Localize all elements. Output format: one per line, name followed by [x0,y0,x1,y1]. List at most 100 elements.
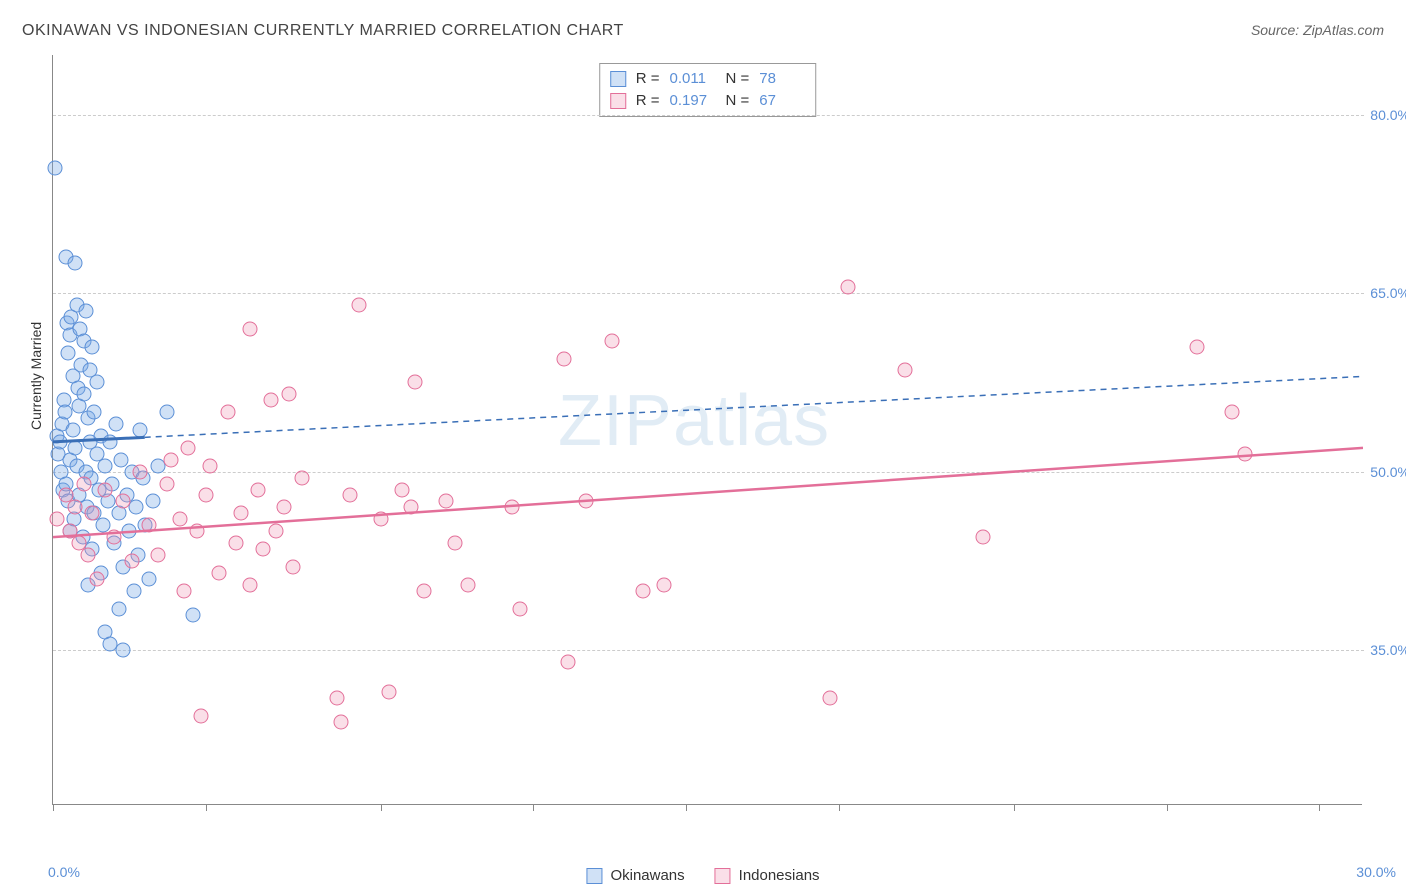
data-point [604,333,619,348]
gridline-horizontal [53,293,1364,294]
legend-item: Okinawans [586,867,684,884]
series-legend: Okinawans Indonesians [586,867,819,884]
data-point [294,470,309,485]
data-point [220,405,235,420]
x-tick [53,804,54,811]
data-point [65,423,80,438]
legend-item: Indonesians [715,867,820,884]
data-point [277,500,292,515]
data-point [382,684,397,699]
data-point [85,339,100,354]
data-point [50,512,65,527]
data-point [373,512,388,527]
x-tick [1167,804,1168,811]
data-point [417,583,432,598]
data-point [229,536,244,551]
data-point [150,548,165,563]
data-point [85,506,100,521]
data-point [286,559,301,574]
data-point [203,458,218,473]
legend-swatch [610,71,626,87]
data-point [67,256,82,271]
data-point [578,494,593,509]
stats-n-value: 67 [759,90,805,112]
data-point [109,417,124,432]
data-point [198,488,213,503]
legend-swatch [610,93,626,109]
data-point [78,303,93,318]
data-point [87,405,102,420]
data-point [395,482,410,497]
data-point [98,482,113,497]
stats-legend-row: R =0.197N =67 [610,90,806,112]
data-point [439,494,454,509]
x-tick [381,804,382,811]
data-point [185,607,200,622]
stats-legend-row: R = 0.011 N = 78 [610,68,806,90]
data-point [181,440,196,455]
data-point [61,345,76,360]
y-tick-label: 80.0% [1370,107,1406,123]
data-point [163,452,178,467]
x-tick [1014,804,1015,811]
data-point [76,387,91,402]
stats-n-label: N = [726,90,750,112]
data-point [242,577,257,592]
legend-label: Indonesians [739,867,820,884]
data-point [80,548,95,563]
data-point [255,542,270,557]
data-point [242,321,257,336]
data-point [211,565,226,580]
data-point [58,405,73,420]
stats-n-label: N = [726,68,750,90]
data-point [334,714,349,729]
y-tick-label: 50.0% [1370,464,1406,480]
data-point [329,690,344,705]
y-axis-label: Currently Married [28,322,44,430]
data-point [268,524,283,539]
data-point [561,655,576,670]
watermark-text: ZIPatlas [558,380,830,462]
data-point [408,375,423,390]
stats-r-label: R = [636,68,660,90]
stats-n-value: 78 [759,68,805,90]
data-point [976,530,991,545]
data-point [504,500,519,515]
data-point [177,583,192,598]
watermark-thin: atlas [673,381,830,461]
data-point [133,464,148,479]
data-point [89,375,104,390]
x-tick [533,804,534,811]
data-point [98,458,113,473]
data-point [447,536,462,551]
data-point [102,434,117,449]
data-point [122,524,137,539]
data-point [264,393,279,408]
data-point [1225,405,1240,420]
x-axis-min-label: 0.0% [48,864,80,880]
gridline-horizontal [53,650,1364,651]
data-point [897,363,912,378]
data-point [133,423,148,438]
data-point [1238,446,1253,461]
stats-r-value: 0.011 [670,68,716,90]
data-point [111,601,126,616]
y-tick-label: 35.0% [1370,642,1406,658]
data-point [823,690,838,705]
data-point [76,476,91,491]
data-point [635,583,650,598]
data-point [124,553,139,568]
data-point [351,298,366,313]
x-tick [686,804,687,811]
data-point [159,476,174,491]
scatter-plot-area: ZIPatlas R =0.011N =78R =0.197N =67 35.0… [52,55,1362,805]
data-point [142,518,157,533]
gridline-horizontal [53,115,1364,116]
data-point [840,280,855,295]
chart-header: OKINAWAN VS INDONESIAN CURRENTLY MARRIED… [22,22,1384,40]
legend-label: Okinawans [610,867,684,884]
legend-swatch [586,868,602,884]
data-point [1190,339,1205,354]
data-point [115,494,130,509]
x-tick [206,804,207,811]
